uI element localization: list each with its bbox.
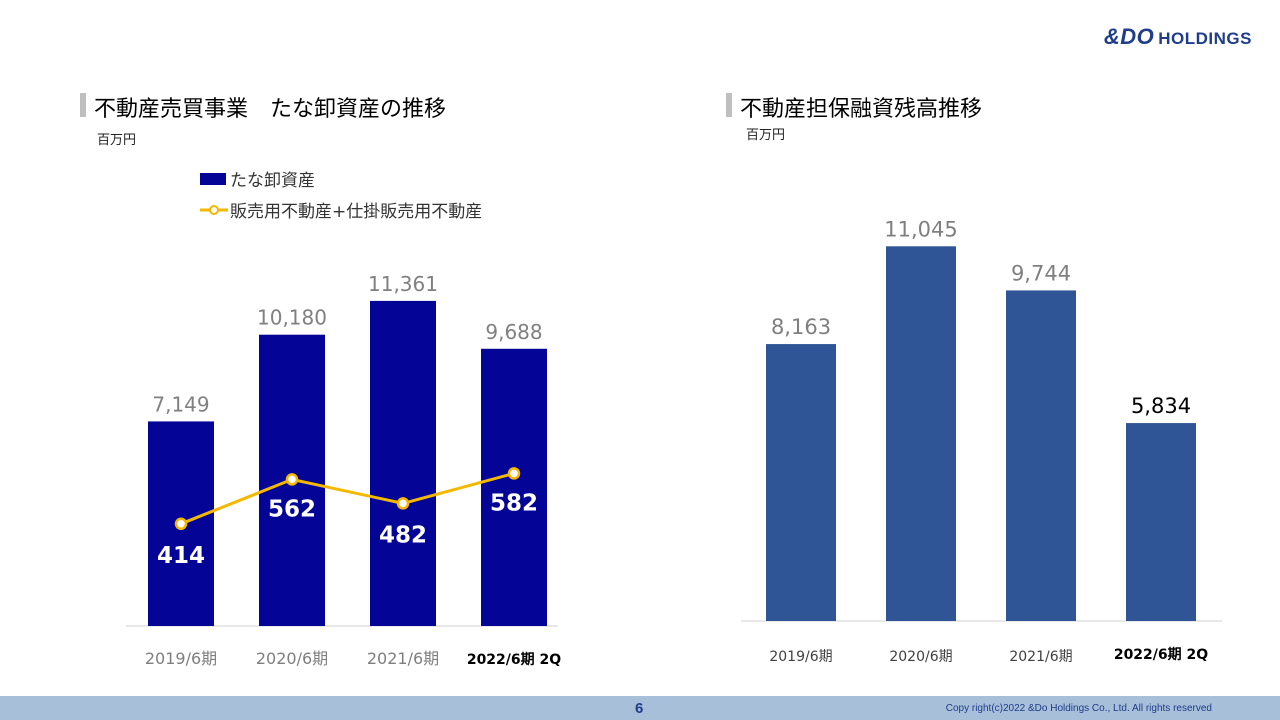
inventory-bar <box>370 300 436 626</box>
x-tick-label: 2020/6期 <box>889 649 952 665</box>
x-tick-label: 2021/6期 <box>367 649 439 668</box>
left-chart-title: 不動産売買事業 たな卸資産の推移 <box>80 91 446 123</box>
real-estate-point-label: 414 <box>157 543 205 569</box>
right-chart-unit: 百万円 <box>746 128 786 143</box>
inventory-bar-label: 11,361 <box>368 272 438 296</box>
logo-text: HOLDINGS <box>1158 29 1252 48</box>
inventory-bar-label: 7,149 <box>152 392 209 416</box>
legend-item-line: 販売用不動産+仕掛販売用不動産 <box>200 197 482 222</box>
loan-balance-bar <box>1126 423 1196 621</box>
legend-line-label: 販売用不動産+仕掛販売用不動産 <box>230 202 483 222</box>
legend-item-bar: たな卸資産 <box>200 166 315 191</box>
real-estate-point-label: 482 <box>379 522 427 548</box>
x-tick-label: 2022/6期 2Q <box>1114 647 1208 663</box>
x-tick-label: 2019/6期 <box>145 649 217 668</box>
right-chart-title: 不動産担保融資残高推移 <box>726 91 982 123</box>
copyright-text: Copy right(c)2022 &Do Holdings Co., Ltd.… <box>945 703 1212 714</box>
inventory-chart: 7,149 2019/6期 10,180 2020/6期 11,361 2021/6期 9,… <box>126 272 561 668</box>
loan-balance-bar-label: 11,045 <box>884 217 957 241</box>
real-estate-point <box>396 497 410 510</box>
inventory-bar <box>481 348 547 626</box>
loan-balance-bar-label: 9,744 <box>1011 261 1071 285</box>
footer-bar <box>0 696 1280 720</box>
x-tick-label: 2019/6期 <box>769 649 832 665</box>
real-estate-point-label: 582 <box>490 490 538 516</box>
real-estate-point <box>507 467 521 480</box>
company-logo: &DO HOLDINGS <box>1104 24 1252 50</box>
x-tick-label: 2022/6期 2Q <box>467 652 561 668</box>
inventory-bar-label: 9,688 <box>485 320 542 344</box>
page-number: 6 <box>635 700 644 717</box>
legend-line-swatch <box>200 204 228 215</box>
legend-bar-label: たな卸資産 <box>230 171 315 191</box>
loan-balance-bar <box>1006 290 1076 621</box>
left-chart-unit: 百万円 <box>97 133 137 148</box>
logo-mark: &DO <box>1103 24 1155 49</box>
loan-balance-bar-label: 5,834 <box>1131 394 1191 418</box>
real-estate-line <box>180 471 515 526</box>
loan-balance-chart: 8,163 2019/6期 11,045 2020/6期 9,744 2021/6期 5,8… <box>741 217 1222 665</box>
x-tick-label: 2020/6期 <box>256 649 328 668</box>
real-estate-point <box>285 473 299 486</box>
loan-balance-bar <box>886 246 956 621</box>
x-tick-label: 2021/6期 <box>1009 649 1072 665</box>
legend-bar-swatch <box>200 172 226 185</box>
real-estate-point-label: 562 <box>268 496 316 522</box>
real-estate-point <box>174 517 188 531</box>
inventory-bar-label: 10,180 <box>257 306 327 330</box>
loan-balance-bar-label: 8,163 <box>771 315 831 339</box>
loan-balance-bar <box>766 344 836 621</box>
